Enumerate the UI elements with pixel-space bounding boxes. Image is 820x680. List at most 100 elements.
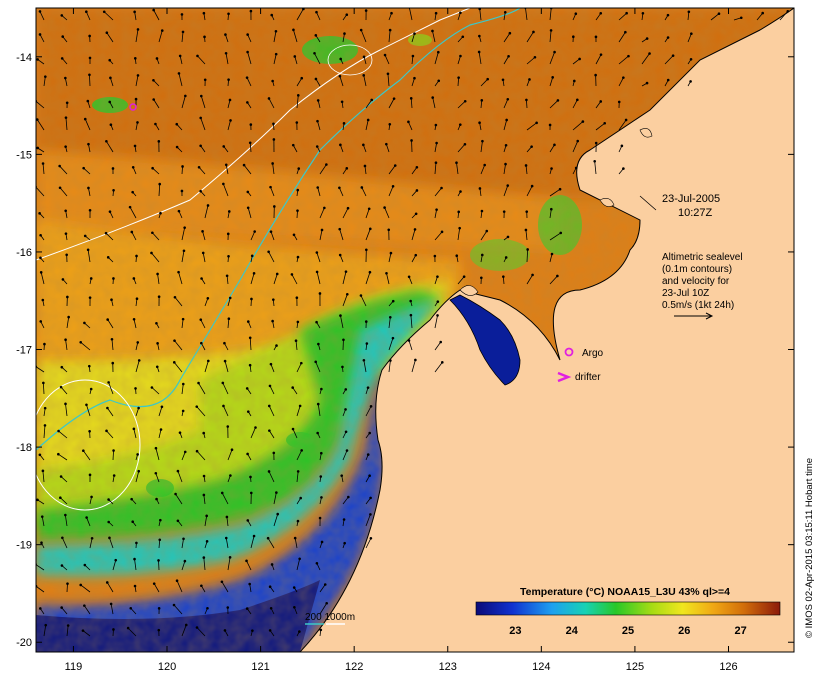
velocity-arrow xyxy=(60,476,68,483)
velocity-arrow xyxy=(339,76,344,87)
velocity-arrow xyxy=(173,362,183,373)
velocity-arrow-head xyxy=(88,56,92,60)
velocity-arrow-head xyxy=(175,122,179,126)
velocity-arrow xyxy=(526,56,536,65)
velocity-arrow xyxy=(342,450,348,461)
velocity-arrow xyxy=(61,537,68,549)
velocity-arrow-head xyxy=(39,271,43,274)
velocity-arrow-head xyxy=(154,122,157,126)
velocity-arrow-head xyxy=(504,162,507,166)
velocity-arrow-head xyxy=(531,273,534,277)
velocity-arrow xyxy=(200,342,206,351)
velocity-arrow-head xyxy=(229,119,232,122)
velocity-arrow xyxy=(249,142,252,153)
velocity-arrow xyxy=(66,625,69,637)
velocity-arrow xyxy=(42,470,45,483)
velocity-arrow-head xyxy=(318,516,322,520)
velocity-arrow-head xyxy=(173,295,177,299)
velocity-arrow-head xyxy=(274,29,278,33)
velocity-arrow-head xyxy=(107,381,110,384)
velocity-arrow-head xyxy=(480,276,483,280)
velocity-arrow-head xyxy=(224,536,228,540)
velocity-arrow-head xyxy=(572,35,575,39)
velocity-arrow xyxy=(434,162,437,175)
velocity-arrow-head xyxy=(320,496,323,499)
velocity-arrow-head xyxy=(553,143,556,147)
velocity-arrow-head xyxy=(292,233,296,237)
velocity-arrow-head xyxy=(296,320,300,324)
velocity-arrow-head xyxy=(323,583,327,586)
velocity-arrow-head xyxy=(293,55,297,58)
velocity-arrow-head xyxy=(222,182,225,186)
velocity-arrow xyxy=(434,142,438,153)
velocity-arrow-head xyxy=(503,11,507,14)
velocity-arrow-head xyxy=(689,80,692,83)
velocity-arrow xyxy=(60,497,68,505)
velocity-arrow-head xyxy=(110,298,113,302)
velocity-arrow-head xyxy=(246,50,249,54)
velocity-arrow-head xyxy=(176,519,180,523)
velocity-arrow-head xyxy=(114,558,118,562)
velocity-arrow xyxy=(250,535,255,549)
velocity-arrow xyxy=(319,207,325,219)
velocity-arrow xyxy=(432,97,436,109)
velocity-arrow xyxy=(58,430,68,439)
velocity-arrow-head xyxy=(298,404,302,408)
velocity-arrow-head xyxy=(130,230,134,234)
velocity-arrow-head xyxy=(478,121,481,124)
velocity-arrow xyxy=(103,11,114,21)
velocity-arrow-head xyxy=(132,427,136,431)
velocity-arrow-head xyxy=(270,563,274,566)
velocity-arrow xyxy=(135,29,139,43)
velocity-arrow xyxy=(80,584,91,593)
velocity-arrow-head xyxy=(41,469,45,473)
velocity-arrow xyxy=(106,430,114,439)
velocity-arrow-head xyxy=(345,13,349,16)
velocity-arrow-head xyxy=(507,54,510,58)
velocity-arrow xyxy=(314,53,321,65)
velocity-arrow-head xyxy=(246,410,250,413)
velocity-arrow-head xyxy=(109,123,113,127)
velocity-arrow xyxy=(549,77,554,87)
colorbar-tick-label: 25 xyxy=(622,625,634,637)
velocity-arrow-head xyxy=(599,100,603,103)
velocity-arrow xyxy=(204,515,208,527)
velocity-arrow xyxy=(572,140,579,153)
velocity-arrow-head xyxy=(481,139,484,143)
velocity-arrow-head xyxy=(150,251,153,255)
velocity-arrow-head xyxy=(294,339,298,343)
velocity-arrow-head xyxy=(320,540,324,544)
velocity-arrow-head xyxy=(275,344,278,347)
velocity-arrow xyxy=(365,538,372,549)
velocity-arrow-head xyxy=(88,208,92,212)
velocity-arrow-head xyxy=(202,431,206,435)
velocity-arrow xyxy=(174,296,183,307)
velocity-arrow-head xyxy=(135,541,138,545)
velocity-arrow-head xyxy=(342,518,346,521)
velocity-arrow-head xyxy=(297,167,301,170)
velocity-arrow xyxy=(173,604,183,615)
svg-text:200 1000m: 200 1000m xyxy=(305,612,355,623)
velocity-arrow-head xyxy=(550,252,554,256)
velocity-arrow-head xyxy=(342,122,346,125)
velocity-arrow-head xyxy=(86,99,90,103)
velocity-arrow xyxy=(88,144,91,153)
velocity-arrow xyxy=(595,13,602,21)
velocity-arrow xyxy=(270,231,275,241)
velocity-arrow xyxy=(317,100,321,109)
velocity-arrow xyxy=(388,98,395,109)
velocity-arrow-head xyxy=(532,30,535,34)
velocity-arrow xyxy=(127,627,137,637)
velocity-arrow xyxy=(112,450,114,461)
velocity-arrow-head xyxy=(435,141,438,145)
velocity-arrow-head xyxy=(526,248,529,251)
velocity-arrow-head xyxy=(205,540,209,543)
velocity-arrow-head xyxy=(184,623,188,627)
velocity-arrow-head xyxy=(61,278,65,281)
velocity-arrow-head xyxy=(389,359,392,362)
velocity-arrow xyxy=(317,404,321,417)
velocity-arrow-head xyxy=(195,449,199,453)
velocity-arrow-head xyxy=(271,79,274,83)
velocity-arrow xyxy=(316,12,321,21)
